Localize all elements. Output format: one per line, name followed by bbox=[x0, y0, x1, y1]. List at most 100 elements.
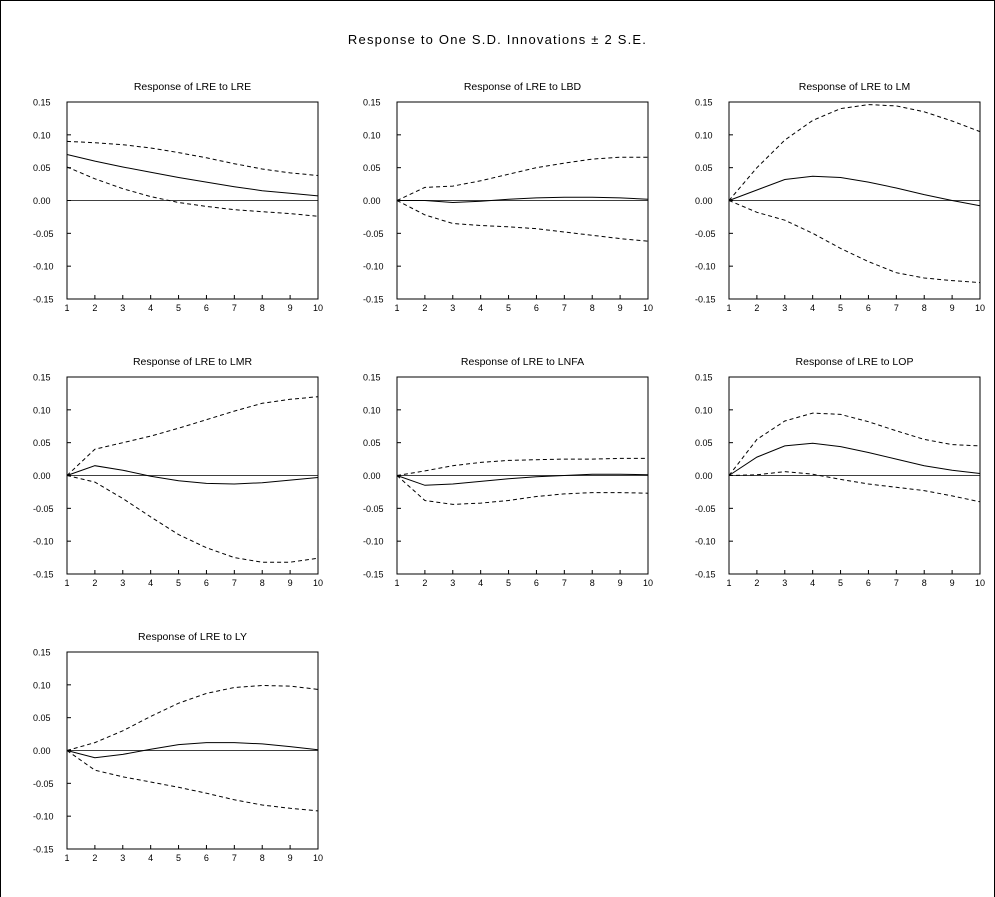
y-tick-label: -0.15 bbox=[695, 570, 716, 580]
x-tick-label: 8 bbox=[922, 303, 927, 313]
y-tick-label: -0.15 bbox=[363, 570, 384, 580]
x-tick-label: 7 bbox=[894, 578, 899, 588]
x-tick-label: 10 bbox=[975, 303, 985, 313]
x-tick-label: 5 bbox=[506, 578, 511, 588]
x-tick-label: 5 bbox=[176, 303, 181, 313]
y-tick-label: 0.00 bbox=[363, 196, 381, 206]
y-tick-label: 0.15 bbox=[363, 98, 381, 108]
x-tick-label: 5 bbox=[506, 303, 511, 313]
response-line bbox=[66, 465, 319, 485]
y-tick-label: 0.15 bbox=[363, 373, 381, 383]
y-tick-label: 0.05 bbox=[33, 438, 51, 448]
x-tick-label: 9 bbox=[618, 578, 623, 588]
x-tick-label: 6 bbox=[534, 578, 539, 588]
y-tick-label: 0.00 bbox=[33, 196, 51, 206]
x-tick-label: 4 bbox=[810, 578, 815, 588]
x-tick-label: 2 bbox=[92, 578, 97, 588]
y-tick-label: 0.10 bbox=[695, 130, 713, 140]
x-tick-label: 4 bbox=[810, 303, 815, 313]
chart-title: Response of LRE to LRE bbox=[134, 81, 251, 93]
y-tick-label: 0.15 bbox=[33, 648, 51, 658]
y-tick-label: 0.10 bbox=[363, 130, 381, 140]
x-tick-label: 1 bbox=[64, 578, 69, 588]
lower-band-line bbox=[66, 166, 319, 217]
y-tick-label: -0.10 bbox=[695, 262, 716, 272]
upper-band-line bbox=[728, 412, 981, 476]
x-tick-label: 1 bbox=[394, 303, 399, 313]
y-tick-label: -0.15 bbox=[33, 570, 54, 580]
chart-title: Response of LRE to LMR bbox=[133, 356, 252, 368]
y-tick-label: 0.00 bbox=[695, 471, 713, 481]
x-tick-label: 2 bbox=[422, 303, 427, 313]
x-tick-label: 4 bbox=[478, 303, 483, 313]
y-tick-label: -0.15 bbox=[363, 295, 384, 305]
x-tick-label: 10 bbox=[313, 853, 323, 863]
y-tick-label: -0.05 bbox=[363, 504, 384, 514]
y-tick-label: -0.10 bbox=[33, 537, 54, 547]
x-tick-label: 6 bbox=[204, 578, 209, 588]
y-tick-label: -0.05 bbox=[363, 229, 384, 239]
x-tick-label: 1 bbox=[64, 853, 69, 863]
lower-band-line bbox=[66, 475, 319, 563]
x-tick-label: 3 bbox=[782, 578, 787, 588]
y-tick-label: -0.10 bbox=[33, 812, 54, 822]
x-tick-label: 4 bbox=[148, 303, 153, 313]
y-tick-label: -0.05 bbox=[33, 779, 54, 789]
chart-panel-5: Response of LRE to LNFA 0.15 0.10 0.05 0.00 -… bbox=[363, 356, 653, 588]
x-tick-label: 5 bbox=[838, 578, 843, 588]
x-tick-label: 9 bbox=[288, 853, 293, 863]
response-line bbox=[397, 196, 649, 204]
response-line bbox=[66, 154, 319, 197]
x-tick-label: 3 bbox=[120, 853, 125, 863]
y-tick-label: -0.05 bbox=[695, 229, 716, 239]
response-line bbox=[396, 473, 649, 486]
chart-panel-7: Response of LRE to LY 0.15 0.10 0.05 0.00 -0.… bbox=[33, 631, 323, 863]
x-tick-label: 3 bbox=[450, 578, 455, 588]
chart-title: Response of LRE to LY bbox=[138, 631, 247, 643]
y-tick-label: 0.05 bbox=[363, 438, 381, 448]
x-tick-label: 2 bbox=[92, 303, 97, 313]
x-tick-label: 9 bbox=[950, 303, 955, 313]
x-tick-label: 7 bbox=[894, 303, 899, 313]
x-tick-label: 10 bbox=[643, 578, 653, 588]
x-tick-label: 6 bbox=[204, 303, 209, 313]
y-tick-label: 0.00 bbox=[33, 746, 51, 756]
chart-panel-3: Response of LRE to LM 0.15 0.10 0.05 0.00 -0.… bbox=[695, 81, 985, 313]
lower-band-line bbox=[396, 475, 649, 505]
x-tick-label: 1 bbox=[394, 578, 399, 588]
y-tick-label: -0.10 bbox=[33, 262, 54, 272]
x-tick-label: 10 bbox=[975, 578, 985, 588]
x-tick-label: 9 bbox=[618, 303, 623, 313]
upper-band-line bbox=[728, 104, 981, 201]
x-tick-label: 7 bbox=[562, 303, 567, 313]
x-tick-label: 3 bbox=[782, 303, 787, 313]
x-tick-label: 9 bbox=[288, 578, 293, 588]
x-tick-label: 1 bbox=[64, 303, 69, 313]
y-tick-label: 0.10 bbox=[695, 405, 713, 415]
x-tick-label: 10 bbox=[313, 303, 323, 313]
chart-title: Response of LRE to LBD bbox=[464, 81, 582, 93]
x-tick-label: 7 bbox=[232, 303, 237, 313]
x-tick-label: 4 bbox=[148, 853, 153, 863]
x-tick-label: 9 bbox=[288, 303, 293, 313]
chart-title: Response of LRE to LNFA bbox=[461, 356, 584, 368]
y-tick-label: -0.15 bbox=[33, 845, 54, 855]
x-tick-label: 4 bbox=[478, 578, 483, 588]
y-tick-label: 0.00 bbox=[33, 471, 51, 481]
x-tick-label: 6 bbox=[866, 303, 871, 313]
x-tick-label: 6 bbox=[534, 303, 539, 313]
response-line bbox=[728, 175, 981, 207]
x-tick-label: 3 bbox=[120, 303, 125, 313]
x-tick-label: 8 bbox=[260, 303, 265, 313]
y-tick-label: 0.10 bbox=[33, 405, 51, 415]
x-tick-label: 1 bbox=[726, 303, 731, 313]
y-tick-label: 0.05 bbox=[33, 163, 51, 173]
y-tick-label: 0.00 bbox=[363, 471, 381, 481]
figure-title: Response to One S.D. Innovations ± 2 S.E… bbox=[347, 32, 648, 47]
y-tick-label: -0.10 bbox=[363, 262, 384, 272]
x-tick-label: 6 bbox=[204, 853, 209, 863]
x-tick-label: 7 bbox=[232, 578, 237, 588]
y-tick-label: 0.15 bbox=[33, 98, 51, 108]
response-line bbox=[728, 442, 981, 476]
